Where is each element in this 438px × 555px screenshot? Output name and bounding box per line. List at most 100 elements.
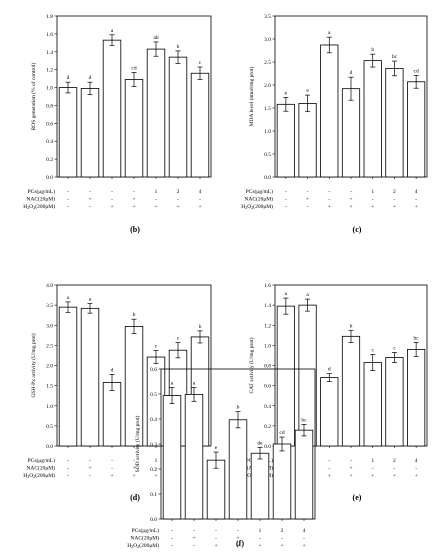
significance-letter: d — [328, 367, 331, 373]
treatment-cell: + — [328, 473, 331, 479]
significance-letter: a — [171, 380, 174, 386]
treatment-row-label: H2O2(200μM) — [241, 203, 273, 210]
bar — [190, 72, 210, 178]
treatment-cell: - — [155, 197, 157, 203]
significance-letter: bc — [392, 54, 398, 60]
y-tick-label: 0.2 — [264, 424, 271, 430]
treatment-cell: - — [89, 458, 91, 464]
treatment-row-label: PCs(μg/mL) — [132, 527, 160, 534]
treatment-cell: + — [154, 473, 157, 479]
y-tick-label: 0.0 — [150, 517, 157, 523]
treatment-cell: - — [303, 536, 305, 542]
y-tick-label: 1.0 — [46, 86, 53, 92]
bar — [124, 79, 144, 178]
panel-caption: (e) — [353, 493, 362, 502]
bar — [363, 362, 382, 447]
chart-panel: 0.0 0.5 1.0 1.5 2.0 2.5 3.0 3.5 MDA level (nmol/… — [241, 14, 428, 234]
treatment-cell: 4 — [199, 189, 202, 195]
significance-letter: b — [237, 405, 240, 411]
treatment-cell: - — [133, 458, 135, 464]
treatment-cell: + — [132, 204, 135, 210]
treatment-cell: + — [349, 473, 352, 479]
treatment-cell: 1 — [155, 458, 158, 464]
y-tick-label: 0.4 — [46, 139, 53, 145]
treatment-row-label: H2O2(200μM) — [23, 472, 55, 479]
y-tick-label: 0.0 — [264, 175, 271, 181]
treatment-row-label: NAC(20μM) — [130, 535, 159, 542]
treatment-cell: - — [215, 528, 217, 534]
treatment-cell: - — [350, 458, 352, 464]
significance-letter: e — [306, 88, 309, 94]
y-tick-label: 0.8 — [46, 103, 53, 109]
y-tick-label: 1.5 — [264, 106, 271, 112]
y-tick-label: 0.0 — [264, 444, 271, 450]
significance-letter: e — [215, 445, 218, 451]
significance-letter: c — [155, 344, 158, 350]
treatment-cell: - — [307, 204, 309, 210]
panel-caption: (b) — [130, 225, 140, 234]
treatment-cell: + — [415, 473, 418, 479]
treatment-cell: 4 — [415, 189, 418, 195]
treatment-cell: - — [89, 473, 91, 479]
treatment-row-label: PCs(μg/mL) — [28, 457, 56, 464]
treatment-row-label: H2O2(200μM) — [23, 203, 55, 210]
treatment-cell: 2 — [393, 458, 396, 464]
y-tick-label: 3.0 — [46, 323, 53, 329]
treatment-cell: 1 — [371, 189, 374, 195]
bar — [102, 39, 122, 178]
treatment-cell: 1 — [259, 528, 262, 534]
significance-letter: cd — [279, 430, 284, 436]
significance-letter: d — [350, 70, 353, 76]
bar — [102, 382, 122, 447]
treatment-cell: + — [280, 543, 283, 549]
treatment-cell: + — [236, 543, 239, 549]
bar — [341, 88, 361, 178]
bar — [58, 87, 78, 178]
bar — [276, 103, 295, 178]
significance-letter: b — [177, 44, 180, 50]
significance-letter: a — [89, 297, 92, 303]
significance-letter: b — [371, 47, 374, 53]
treatment-cell: 2 — [177, 189, 180, 195]
y-tick-label: 0.5 — [46, 424, 53, 430]
treatment-cell: - — [372, 466, 374, 472]
significance-letter: e — [285, 90, 288, 96]
y-axis-label: GSH-Px activity (U/mg prot) — [30, 333, 37, 397]
y-axis-label: MDA level (nmol/mg prot) — [248, 66, 255, 126]
y-tick-label: 1.2 — [46, 68, 53, 74]
treatment-row-label: H2O2(200μM) — [127, 542, 159, 549]
treatment-cell: - — [177, 197, 179, 203]
y-tick-label: 1.4 — [264, 303, 271, 309]
significance-letter: d — [111, 367, 114, 373]
treatment-cell: + — [176, 204, 179, 210]
significance-letter: c — [371, 347, 374, 353]
y-tick-label: 0.6 — [264, 384, 271, 390]
y-axis-label: SOD activity (U/mg prot) — [134, 416, 141, 473]
y-tick-label: 2.5 — [264, 60, 271, 66]
treatment-cell: + — [415, 204, 418, 210]
treatment-row-label: NAC(20μM) — [26, 465, 55, 472]
y-tick-label: 1.5 — [46, 384, 53, 390]
significance-letter: ab — [153, 35, 158, 41]
bar — [272, 443, 292, 520]
treatment-cell: - — [171, 528, 173, 534]
treatment-cell: + — [192, 536, 195, 542]
treatment-cell: - — [67, 466, 69, 472]
treatment-cell: - — [171, 543, 173, 549]
y-axis-label: CAT activity (U/mg prot) — [248, 337, 255, 393]
chart-panel: 0.0 0.1 0.2 0.3 0.4 0.5 0.6 SOD activity (U/mg … — [127, 367, 316, 549]
treatment-cell: + — [371, 473, 374, 479]
chart-panel: 0.0 0.2 0.4 0.6 0.8 1.0 1.2 1.4 1.6 1.8 ROS genera… — [23, 14, 212, 234]
treatment-cell: - — [67, 204, 69, 210]
y-tick-label: 3.5 — [264, 14, 271, 20]
y-tick-label: 0.5 — [150, 392, 157, 398]
bar — [168, 56, 188, 178]
treatment-cell: + — [154, 204, 157, 210]
bar — [206, 459, 226, 520]
y-tick-label: 4.0 — [46, 283, 53, 289]
treatment-cell: + — [214, 543, 217, 549]
y-tick-label: 2.0 — [264, 83, 271, 89]
treatment-cell: - — [328, 197, 330, 203]
treatment-cell: - — [415, 197, 417, 203]
treatment-cell: - — [171, 536, 173, 542]
